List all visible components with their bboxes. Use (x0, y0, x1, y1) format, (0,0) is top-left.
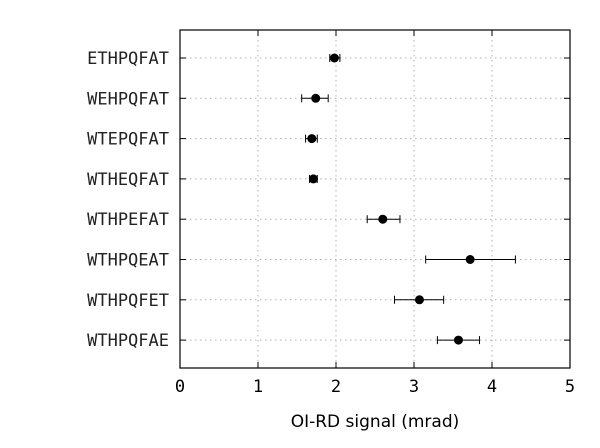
data-points (307, 53, 475, 345)
category-label: WTHPEFAT (87, 210, 169, 230)
grid-layer (180, 30, 570, 368)
x-tick-label: 3 (409, 377, 419, 397)
category-label: WTHEQFAT (87, 170, 169, 190)
x-tick-label: 5 (565, 377, 575, 397)
x-tick-label: 2 (331, 377, 341, 397)
category-label: WTHPQFAE (87, 331, 169, 351)
data-point (414, 295, 424, 305)
x-tick-label: 1 (253, 377, 263, 397)
data-point (307, 134, 317, 144)
data-point (465, 255, 475, 264)
data-point (308, 174, 318, 184)
data-point (311, 93, 321, 103)
data-point (329, 53, 339, 63)
category-label: WEHPQFAT (87, 89, 169, 109)
data-point (378, 214, 388, 224)
category-label: WTHPQFET (87, 291, 169, 311)
category-label: WTHPQEAT (87, 251, 169, 271)
plot-frame (179, 29, 571, 369)
labels: 0 1 2 3 4 5 ETHPQFAT WEHPQFAT WTEPQFAT WTHEQFAT WT… (87, 49, 575, 397)
category-label: ETHPQFAT (87, 49, 169, 69)
error-bars (301, 54, 516, 345)
x-tick-label: 4 (487, 377, 497, 397)
x-tick-label: 0 (175, 377, 185, 397)
x-axis-title: OI-RD signal (mrad) (291, 412, 460, 432)
category-label: WTEPQFAT (87, 130, 169, 150)
tick-layer (179, 30, 571, 368)
data-point (453, 335, 463, 345)
